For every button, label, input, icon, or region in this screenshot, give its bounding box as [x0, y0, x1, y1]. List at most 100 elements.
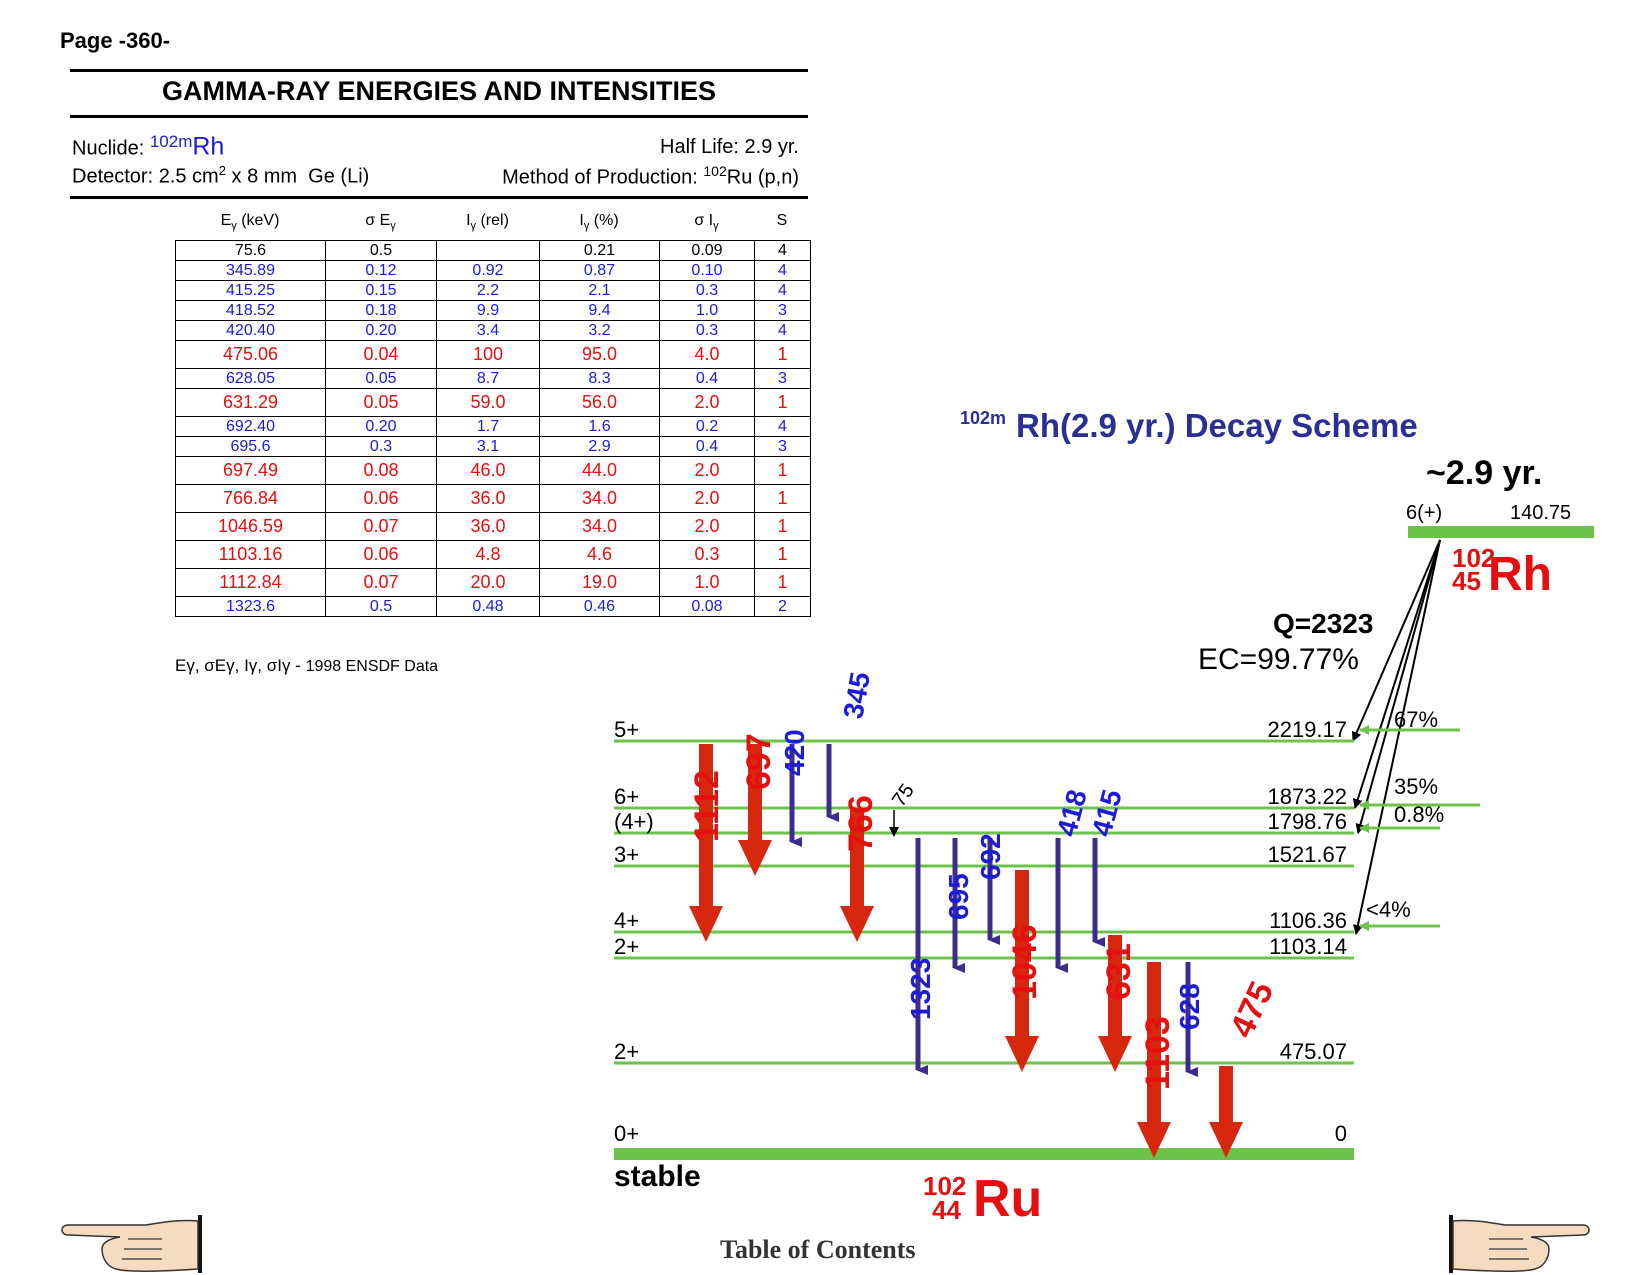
table-row: 695.6 0.3 3.1 2.9 0.4 3 — [175, 436, 811, 457]
gamma-energy-label: 766 — [842, 795, 880, 852]
daughter-symbol: Ru — [973, 1170, 1042, 1228]
table-cell: 0.5 — [325, 240, 437, 261]
gamma-energy-label: 420 — [779, 729, 810, 776]
table-cell: 0.06 — [325, 484, 437, 513]
gamma-arrow-head — [738, 840, 772, 876]
gamma-arrow-head — [689, 906, 723, 942]
level-energy: 1798.76 — [1267, 809, 1347, 834]
production-line: Method of Production: 102Ru (p,n) — [502, 163, 799, 190]
half-life: Half Life: 2.9 yr. — [660, 136, 799, 158]
detector-sup: 2 — [218, 163, 226, 178]
daughter-mass: 102 — [923, 1171, 966, 1201]
footnote-symbols: Eγ, σEγ, Iγ, σIγ - — [175, 656, 306, 675]
column-header-main: σ E — [365, 212, 391, 229]
production-mass: 102 — [703, 163, 727, 179]
nuclide-mass: 102m — [149, 132, 193, 151]
table-cell: 0.3 — [325, 436, 437, 457]
table-cell: 9.4 — [539, 300, 660, 321]
table-cell: 0.46 — [539, 596, 660, 617]
next-page-hand-icon[interactable] — [1448, 1215, 1593, 1275]
level-spin: 6+ — [614, 784, 639, 809]
table-cell: 46.0 — [436, 456, 540, 485]
gamma-energy-label: 345 — [837, 670, 876, 721]
level-spin: (4+) — [614, 809, 654, 834]
gamma-energy-label: 628 — [1174, 983, 1205, 1030]
level-energy: 1873.22 — [1267, 784, 1347, 809]
gamma-arrow-head — [840, 906, 874, 942]
gamma-energy-label: 695 — [943, 873, 974, 920]
table-cell: 4 — [754, 240, 811, 261]
table-row: 75.6 0.5 0.21 0.09 4 — [175, 240, 811, 261]
table-cell: 4 — [754, 320, 811, 341]
gamma-arrow-head — [1137, 1122, 1171, 1158]
table-cell: 2.0 — [659, 388, 755, 417]
gamma-energy-label: 1323 — [905, 958, 936, 1020]
table-cell: 631.29 — [175, 388, 326, 417]
table-cell: 0.3 — [659, 320, 755, 341]
table-cell: 0.07 — [325, 568, 437, 597]
table-cell: 0.18 — [325, 300, 437, 321]
table-cell: 4 — [754, 260, 811, 281]
table-cell: 628.05 — [175, 368, 326, 389]
table-cell: 1 — [754, 456, 811, 485]
column-header-tail: (rel) — [476, 212, 509, 229]
top-rule — [70, 69, 808, 72]
table-of-contents-link[interactable]: Table of Contents — [720, 1235, 916, 1264]
gamma-energy-label: 692 — [975, 833, 1006, 880]
level-energy: 1103.14 — [1269, 934, 1347, 959]
table-cell: 0.4 — [659, 368, 755, 389]
table-cell: 0.3 — [659, 280, 755, 301]
level-lines: 5+ 2219.17 6+ 1873.22 (4+) 1798.76 3+ 1521.67 4+… — [614, 707, 1480, 1146]
nuclide-line: Nuclide: 102mRh — [72, 132, 224, 162]
table-cell: 9.9 — [436, 300, 540, 321]
level-spin: 4+ — [614, 908, 639, 933]
gamma-energy-label: 697 — [740, 733, 778, 790]
table-row: 1323.6 0.5 0.48 0.46 0.08 2 — [175, 596, 811, 617]
table-cell: 1 — [754, 340, 811, 369]
level-energy: 0 — [1335, 1121, 1347, 1146]
table-cell: 8.7 — [436, 368, 540, 389]
gamma-arrow-shaft — [1219, 1066, 1233, 1122]
ec-feed-2219 — [1351, 539, 1441, 742]
stable-label: stable — [614, 1160, 701, 1193]
table-cell: 20.0 — [436, 568, 540, 597]
table-cell: 1.0 — [659, 300, 755, 321]
nuclide-symbol: Rh — [192, 132, 225, 161]
level-energy: 1521.67 — [1267, 842, 1347, 867]
table-cell: 56.0 — [539, 388, 660, 417]
footnote-source: 1998 ENSDF Data — [305, 658, 439, 675]
table-cell: 0.08 — [325, 456, 437, 485]
column-header-main: S — [776, 212, 788, 229]
gamma-arrow-shaft — [1015, 870, 1029, 1036]
table-cell: 0.15 — [325, 280, 437, 301]
document-title: GAMMA-RAY ENERGIES AND INTENSITIES — [161, 76, 717, 106]
level-spin: 2+ — [614, 1039, 639, 1064]
nuclide-label: Nuclide: — [72, 137, 145, 160]
previous-page-hand-icon[interactable] — [58, 1215, 203, 1275]
level-energy: 1106.36 — [1269, 908, 1347, 933]
column-header-sub: γ — [583, 220, 590, 233]
table-row: 628.05 0.05 8.7 8.3 0.4 3 — [175, 368, 811, 389]
table-row: 418.52 0.18 9.9 9.4 1.0 3 — [175, 300, 811, 321]
table-cell: 1 — [754, 512, 811, 541]
table-cell: 1 — [754, 540, 811, 569]
gamma-arrow-shaft — [699, 744, 713, 906]
parent-energy: 140.75 — [1510, 502, 1571, 524]
column-header-tail: (keV) — [236, 212, 280, 229]
ec-feed-1873 — [1352, 539, 1441, 809]
table-cell: 420.40 — [175, 320, 326, 341]
detector-rest: x 8 mm Ge (Li) — [225, 165, 370, 188]
table-cell: 3 — [754, 368, 811, 389]
gamma-energy-label: 631 — [1100, 943, 1138, 1000]
table-cell: 2.0 — [659, 456, 755, 485]
column-header-tail: (%) — [589, 212, 619, 229]
table-cell: 3 — [754, 300, 811, 321]
column-header: σ Eγ — [325, 212, 436, 232]
column-header-main: σ I — [694, 212, 714, 229]
column-header-main: E — [220, 212, 232, 229]
parent-level-bar — [1408, 526, 1594, 538]
level-spin: 5+ — [614, 717, 639, 742]
column-header-sub: γ — [713, 220, 719, 233]
table-cell: 3.1 — [436, 436, 540, 457]
